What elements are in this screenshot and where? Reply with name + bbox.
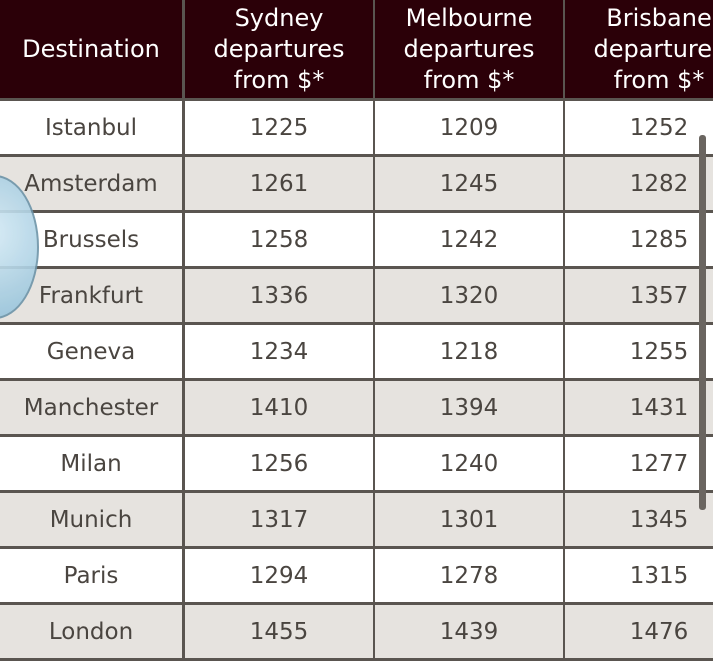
price-cell: 1278: [375, 549, 563, 602]
destination-cell: Munich: [0, 493, 182, 546]
header-cell: Destination: [0, 0, 182, 98]
price-cell: 1282: [565, 157, 713, 210]
price-cell: 1294: [185, 549, 373, 602]
price-cell: 1252: [565, 101, 713, 154]
price-cell: 1431: [565, 381, 713, 434]
destination-cell: Amsterdam: [0, 157, 182, 210]
header-cell: Sydney departures from $*: [185, 0, 373, 98]
price-cell: 1410: [185, 381, 373, 434]
price-cell: 1256: [185, 437, 373, 490]
price-cell: 1345: [565, 493, 713, 546]
price-cell: 1336: [185, 269, 373, 322]
price-cell: 1317: [185, 493, 373, 546]
price-cell: 1439: [375, 605, 563, 658]
price-cell: 1240: [375, 437, 563, 490]
price-cell: 1242: [375, 213, 563, 266]
price-cell: 1234: [185, 325, 373, 378]
price-cell: 1225: [185, 101, 373, 154]
price-cell: 1357: [565, 269, 713, 322]
price-cell: 1315: [565, 549, 713, 602]
scrollbar: [699, 135, 706, 510]
price-cell: 1209: [375, 101, 563, 154]
price-cell: 1245: [375, 157, 563, 210]
price-cell: 1394: [375, 381, 563, 434]
destination-cell: Geneva: [0, 325, 182, 378]
price-cell: 1301: [375, 493, 563, 546]
price-cell: 1455: [185, 605, 373, 658]
price-cell: 1277: [565, 437, 713, 490]
header-cell: Brisbane departures from $*: [565, 0, 713, 98]
price-cell: 1258: [185, 213, 373, 266]
destination-cell: Paris: [0, 549, 182, 602]
price-cell: 1320: [375, 269, 563, 322]
price-cell: 1218: [375, 325, 563, 378]
destination-cell: Manchester: [0, 381, 182, 434]
destination-cell: Milan: [0, 437, 182, 490]
price-cell: 1261: [185, 157, 373, 210]
price-cell: 1255: [565, 325, 713, 378]
price-cell: 1476: [565, 605, 713, 658]
destination-cell: Istanbul: [0, 101, 182, 154]
price-cell: 1285: [565, 213, 713, 266]
destination-cell: London: [0, 605, 182, 658]
header-cell: Melbourne departures from $*: [375, 0, 563, 98]
